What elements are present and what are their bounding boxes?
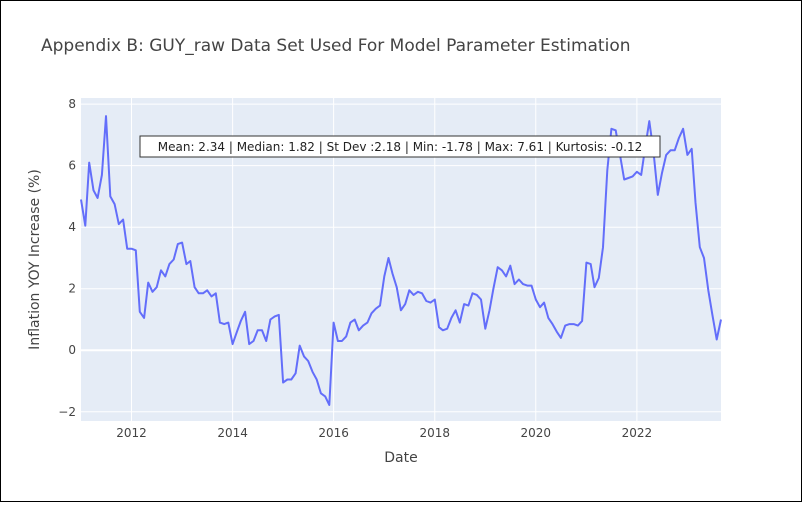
y-tick-label: 2: [68, 282, 76, 296]
annotation-box: [139, 135, 661, 158]
y-axis-title: Inflation YOY Increase (%): [27, 169, 43, 350]
x-tick-label: 2018: [419, 426, 450, 440]
y-tick-label: 4: [68, 220, 76, 234]
series-line: [80, 115, 722, 406]
y-tick-label: 6: [68, 159, 76, 173]
x-tick-label: 2022: [622, 426, 653, 440]
y-tick-labels: −2 0 2 4 6 8: [58, 97, 76, 419]
x-tick-label: 2020: [520, 426, 551, 440]
x-tick-labels: 2012 2014 2016 2018 2020 2022: [116, 426, 652, 440]
x-tick-label: 2012: [116, 426, 147, 440]
annotation-text: Mean: 2.34 | Median: 1.82 | St Dev :2.18…: [158, 140, 642, 154]
statistics-annotation: Mean: 2.34 | Median: 1.82 | St Dev :2.18…: [139, 135, 661, 158]
x-axis-title: Date: [384, 450, 417, 466]
y-tick-label: −2: [58, 405, 76, 419]
chart-title: Appendix B: GUY_raw Data Set Used For Mo…: [41, 36, 631, 56]
x-tick-label: 2014: [217, 426, 248, 440]
y-tick-label: 8: [68, 97, 76, 111]
y-tick-label: 0: [68, 343, 76, 357]
x-tick-label: 2016: [318, 426, 349, 440]
